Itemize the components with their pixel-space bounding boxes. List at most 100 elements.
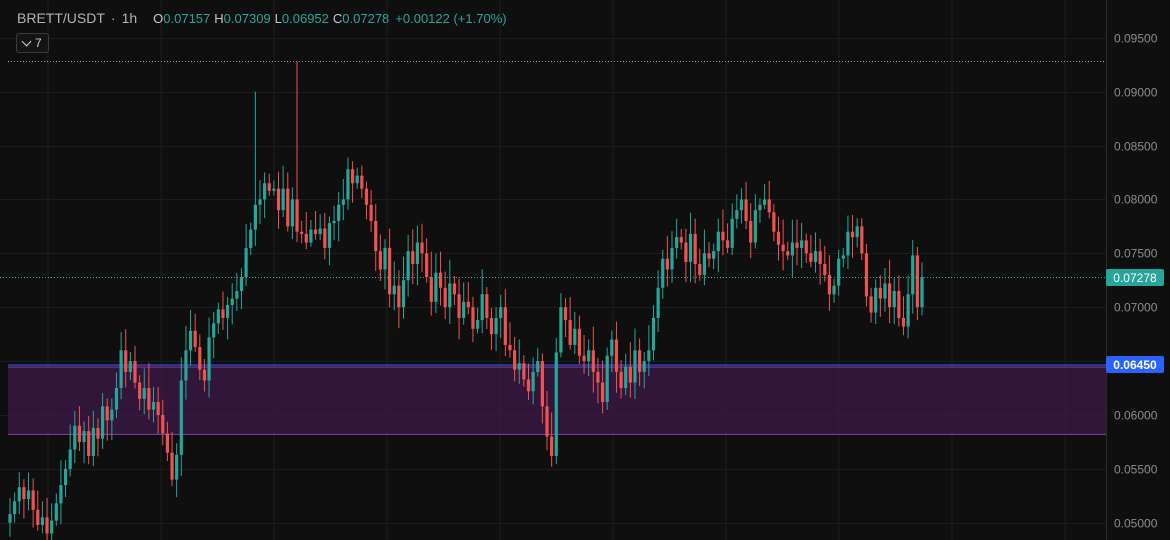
candle-body xyxy=(318,228,322,234)
candle-body xyxy=(82,431,86,442)
open-key: O xyxy=(153,11,164,26)
candle-body xyxy=(638,350,642,372)
candle-body xyxy=(221,309,225,318)
candle-body xyxy=(170,452,174,480)
candle-body xyxy=(628,366,632,383)
candle-body xyxy=(350,169,355,184)
candle-body xyxy=(901,317,906,327)
candle-body xyxy=(758,204,762,211)
candle-body xyxy=(494,317,498,335)
candle-body xyxy=(142,388,146,399)
candle-body xyxy=(110,409,114,421)
y-tick-label: 0.09000 xyxy=(1114,86,1158,100)
candle-body xyxy=(40,517,45,525)
symbol-label[interactable]: BRETT/USDT xyxy=(17,10,105,26)
candle-body xyxy=(679,237,683,243)
candle-body xyxy=(749,220,753,243)
candle-body xyxy=(471,307,475,329)
candle-body xyxy=(77,425,82,442)
candle-body xyxy=(800,240,804,248)
candle-body xyxy=(614,339,619,372)
candle-body xyxy=(96,427,100,439)
candle-body xyxy=(360,175,364,189)
candle-body xyxy=(554,352,558,456)
candle-body xyxy=(795,242,799,248)
open-value: 0.07157 xyxy=(163,11,211,26)
candle-body xyxy=(605,355,609,403)
candle-body xyxy=(378,251,382,270)
candle-body xyxy=(397,285,401,308)
candle-body xyxy=(550,436,554,456)
candle-body xyxy=(818,251,822,265)
candle-body xyxy=(263,183,267,200)
candle-body xyxy=(790,242,794,256)
candle-body xyxy=(545,406,549,437)
candle-body xyxy=(323,228,327,248)
candle-body xyxy=(540,361,544,407)
close-value: 0.07278 xyxy=(342,11,390,26)
candle-body xyxy=(100,406,105,439)
candle-body xyxy=(425,253,429,278)
candle-body xyxy=(675,237,679,248)
candle-body xyxy=(59,485,63,504)
candle-body xyxy=(276,188,281,211)
candle-body xyxy=(596,371,600,383)
candle-body xyxy=(508,344,512,351)
candle-body xyxy=(45,517,49,534)
candle-body xyxy=(114,388,119,410)
candle-body xyxy=(341,199,345,205)
candle-body xyxy=(503,307,507,345)
candle-body xyxy=(281,188,285,211)
candle-body xyxy=(304,233,308,243)
candle-body xyxy=(656,287,660,318)
candle-body xyxy=(837,258,841,286)
timeframe-label[interactable]: 1h xyxy=(121,10,138,26)
candle-body xyxy=(364,188,369,205)
candle-body xyxy=(563,307,568,321)
candle-body xyxy=(406,251,410,281)
candle-body xyxy=(860,226,864,254)
last-price-tag: 0.07278 xyxy=(1106,269,1164,286)
candle-body xyxy=(420,242,424,254)
candle-body xyxy=(239,277,244,292)
candle-body xyxy=(309,229,313,243)
candle-body xyxy=(559,307,563,353)
candle-body xyxy=(480,294,484,321)
candle-body xyxy=(702,253,707,275)
candle-body xyxy=(568,320,572,345)
candle-body xyxy=(855,226,859,238)
candle-body xyxy=(522,363,526,380)
y-tick-label: 0.05500 xyxy=(1114,463,1158,477)
candle-body xyxy=(466,301,470,308)
candle-body xyxy=(475,320,480,329)
candle-body xyxy=(147,388,151,410)
candle-body xyxy=(832,285,836,295)
candle-body xyxy=(767,199,771,213)
candle-body xyxy=(138,382,142,399)
candle-body xyxy=(17,487,21,502)
candle-body xyxy=(684,242,688,262)
candle-body xyxy=(809,253,813,262)
candle-body xyxy=(374,220,378,252)
candle-body xyxy=(531,371,535,392)
candle-body xyxy=(73,425,77,450)
y-tick-label: 0.05000 xyxy=(1114,517,1158,531)
candle-body xyxy=(698,264,702,275)
candle-body xyxy=(119,350,123,389)
candle-body xyxy=(332,220,336,224)
chevron-down-icon xyxy=(21,36,32,46)
candle-body xyxy=(434,272,438,302)
candle-body xyxy=(327,223,332,248)
candle-body xyxy=(54,503,58,521)
y-tick-label: 0.06000 xyxy=(1114,409,1158,423)
candle-body xyxy=(739,199,744,211)
indicators-toggle-button[interactable]: 7 xyxy=(16,33,49,53)
candle-body xyxy=(161,414,165,434)
candle-body xyxy=(776,231,781,245)
candle-body xyxy=(156,402,160,415)
candle-body xyxy=(202,369,207,381)
candle-body xyxy=(651,317,656,351)
candle-body xyxy=(591,350,595,372)
candle-body xyxy=(87,431,91,456)
